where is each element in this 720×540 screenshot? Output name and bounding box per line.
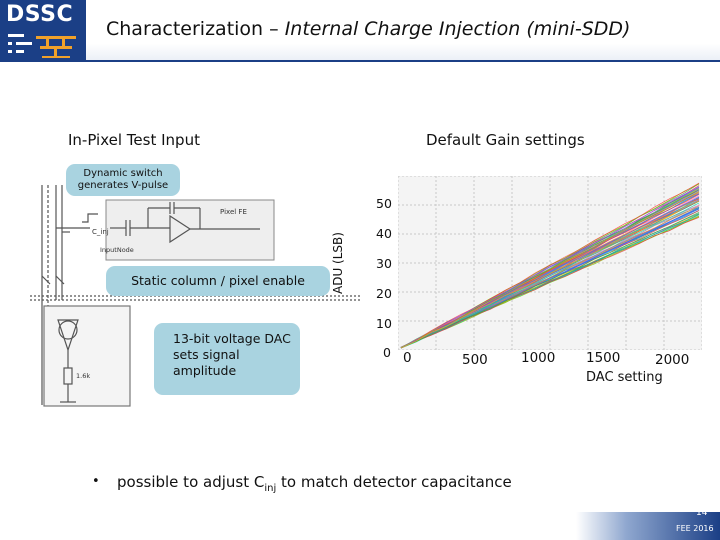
y-axis-title: ADU (LSB) <box>331 232 345 294</box>
x-tick-label: 1000 <box>521 350 556 366</box>
pixel-fe-label: Pixel FE <box>220 208 247 216</box>
series-line <box>400 197 700 349</box>
gain-chart <box>398 176 702 350</box>
right-heading: Default Gain settings <box>426 131 585 149</box>
bullet-text-after: to match detector capacitance <box>276 473 512 491</box>
logo-circuit-icon <box>8 34 76 58</box>
bullet-marker: • <box>92 474 100 489</box>
page-number: 14 <box>696 508 708 518</box>
series-line <box>400 182 700 349</box>
callout-static-enable: Static column / pixel enable <box>106 266 330 296</box>
slide-title: Characterization – Internal Charge Injec… <box>106 18 630 40</box>
y-tick-label: 20 <box>376 286 392 301</box>
footer-note: FEE 2016 <box>676 524 714 533</box>
callout-dynamic-switch: Dynamic switch generates V-pulse <box>66 164 180 196</box>
title-prefix: Characterization – <box>106 18 285 40</box>
x-tick-label: 1500 <box>586 350 621 366</box>
left-heading: In-Pixel Test Input <box>68 131 200 149</box>
cinj-label: C_inj <box>92 228 109 236</box>
footer-bar <box>576 512 720 540</box>
circuit-schematic: Pixel FE <box>30 185 360 407</box>
bullet-text-before: possible to adjust C <box>117 473 265 491</box>
x-tick-label: 0 <box>403 350 412 366</box>
series-line <box>400 194 700 349</box>
callout-dac: 13-bit voltage DAC sets signal amplitude <box>154 323 300 395</box>
y-tick-label: 30 <box>376 256 392 271</box>
logo-text: DSSC <box>6 2 74 27</box>
y-tick-label: 40 <box>376 226 392 241</box>
title-italic: Internal Charge Injection (mini-SDD) <box>284 18 631 40</box>
bullet-text: possible to adjust Cinj to match detecto… <box>117 473 512 494</box>
series-line <box>400 186 700 349</box>
y-tick-label: 50 <box>376 196 392 211</box>
resistor-label: 1.6k <box>76 372 90 380</box>
series-line <box>400 211 700 349</box>
series-line <box>400 217 700 349</box>
y-tick-label: 0 <box>383 345 391 360</box>
series-line <box>400 200 700 349</box>
dssc-logo <box>0 0 86 62</box>
slide-header <box>0 0 720 62</box>
x-axis-title: DAC setting <box>586 370 663 385</box>
x-tick-label: 500 <box>462 352 488 368</box>
bullet-subscript: inj <box>264 483 277 494</box>
header-divider <box>86 60 720 62</box>
input-node-label: InputNode <box>100 246 134 254</box>
x-tick-label: 2000 <box>655 352 690 368</box>
y-tick-label: 10 <box>376 316 392 331</box>
